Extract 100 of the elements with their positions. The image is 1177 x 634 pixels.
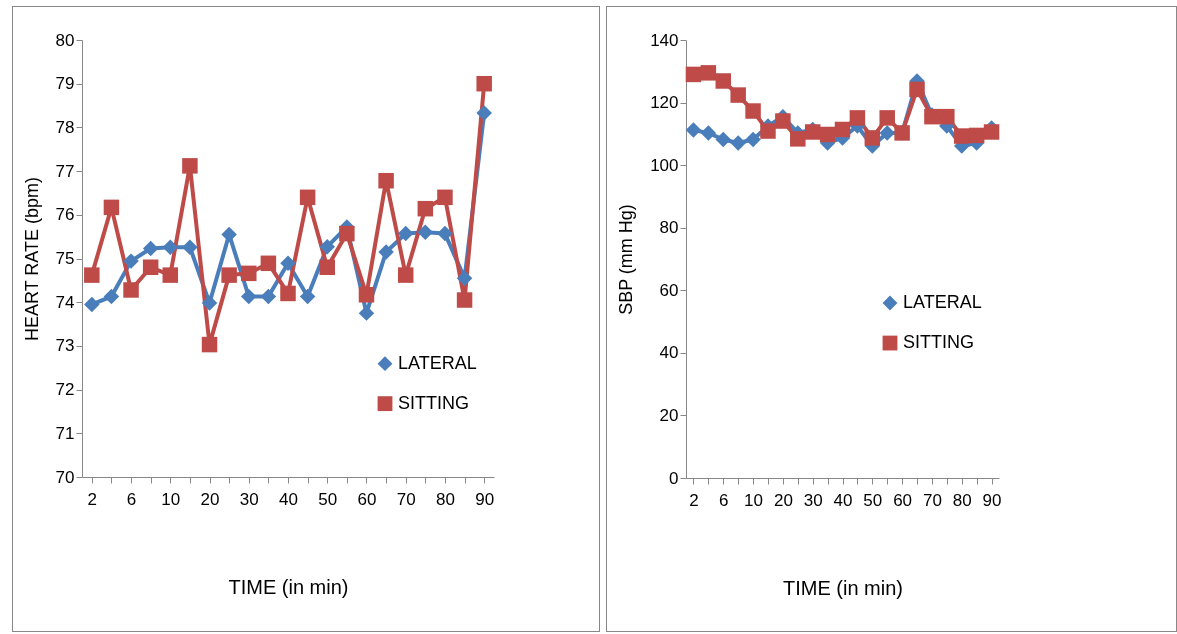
point xyxy=(849,110,866,126)
x-tick-label: 70 xyxy=(922,490,942,510)
point xyxy=(730,135,746,151)
x-tick-label: 80 xyxy=(952,490,972,510)
point xyxy=(221,267,237,283)
point xyxy=(456,270,473,286)
legend-label: SITTING xyxy=(398,392,469,413)
x-tick-label: 10 xyxy=(744,490,764,510)
point xyxy=(162,267,179,283)
legend-label: LATERAL xyxy=(398,352,477,373)
point xyxy=(476,75,492,92)
y-tick-label: 140 xyxy=(650,30,679,50)
point xyxy=(968,127,985,144)
point xyxy=(358,287,375,303)
point xyxy=(123,253,139,269)
point xyxy=(700,65,717,81)
point xyxy=(103,199,120,216)
y-tick-label: 72 xyxy=(55,380,75,400)
point xyxy=(84,267,100,283)
y-tick-label: 40 xyxy=(659,343,679,363)
point xyxy=(182,239,198,255)
y-tick-label: 78 xyxy=(55,117,75,137)
y-tick-label: 0 xyxy=(669,468,679,488)
x-tick-label: 40 xyxy=(833,490,853,510)
point xyxy=(939,108,955,125)
y-tick-label: 80 xyxy=(659,218,679,238)
point xyxy=(241,265,257,282)
x-tick-label: 30 xyxy=(239,489,259,509)
point xyxy=(260,288,277,305)
point xyxy=(339,225,355,242)
point xyxy=(745,103,761,119)
point xyxy=(437,225,453,242)
y-tick-label: 70 xyxy=(55,467,75,487)
x-tick-label: 20 xyxy=(773,490,793,510)
point xyxy=(417,200,434,217)
point xyxy=(760,123,776,139)
x-tick-label: 6 xyxy=(126,489,137,509)
y-tick-label: 74 xyxy=(55,292,75,312)
point xyxy=(378,244,394,260)
point xyxy=(280,285,296,302)
point xyxy=(299,189,316,206)
point xyxy=(260,255,277,272)
point xyxy=(123,282,139,298)
point xyxy=(142,240,159,257)
point xyxy=(685,66,702,83)
point xyxy=(319,259,335,275)
point xyxy=(715,73,732,89)
point xyxy=(864,130,881,146)
x-tick-label: 2 xyxy=(87,489,98,509)
x-tick-label: 40 xyxy=(279,489,298,509)
x-tick-label: 50 xyxy=(318,489,338,509)
y-tick-label: 73 xyxy=(55,336,75,356)
point xyxy=(819,126,836,143)
point xyxy=(909,81,925,98)
x-tick-label: 30 xyxy=(803,490,823,510)
y-tick-label: 120 xyxy=(650,93,679,113)
x-axis-title: TIME (in min) xyxy=(783,576,903,599)
y-tick-label: 20 xyxy=(659,405,679,425)
point xyxy=(201,295,218,311)
legend-label: LATERAL xyxy=(903,292,982,313)
point xyxy=(700,125,717,141)
point xyxy=(834,121,851,138)
point xyxy=(201,336,218,353)
point xyxy=(241,288,257,305)
x-tick-label: 90 xyxy=(475,489,495,509)
point xyxy=(715,131,732,148)
point xyxy=(775,113,791,129)
point xyxy=(953,128,970,144)
point xyxy=(476,105,492,121)
y-tick-label: 100 xyxy=(650,155,679,175)
point xyxy=(983,124,1000,140)
point xyxy=(162,239,179,255)
x-tick-label: 70 xyxy=(396,489,416,509)
point xyxy=(437,189,453,206)
point xyxy=(142,259,159,275)
y-axis-title: SBP (mm Hg) xyxy=(616,204,637,315)
legend-label: SITTING xyxy=(903,332,974,353)
x-tick-label: 90 xyxy=(982,490,1002,510)
point xyxy=(84,296,100,313)
point xyxy=(730,87,746,103)
y-tick-label: 80 xyxy=(55,30,75,50)
y-tick-label: 76 xyxy=(55,205,75,225)
point xyxy=(417,224,434,241)
point xyxy=(103,288,120,305)
x-tick-label: 2 xyxy=(689,490,699,510)
y-tick-label: 60 xyxy=(659,280,679,300)
point xyxy=(221,226,237,243)
point xyxy=(879,110,895,126)
point xyxy=(879,125,895,141)
y-tick-label: 77 xyxy=(55,161,75,181)
point xyxy=(299,288,316,305)
point xyxy=(378,172,394,189)
y-tick-label: 71 xyxy=(55,423,75,443)
point xyxy=(182,158,198,174)
y-axis-title: HEART RATE (bpm) xyxy=(21,176,42,342)
point xyxy=(397,225,414,242)
point xyxy=(456,292,473,308)
x-tick-label: 60 xyxy=(357,489,377,509)
x-tick-label: 10 xyxy=(161,489,181,509)
point xyxy=(397,267,414,283)
